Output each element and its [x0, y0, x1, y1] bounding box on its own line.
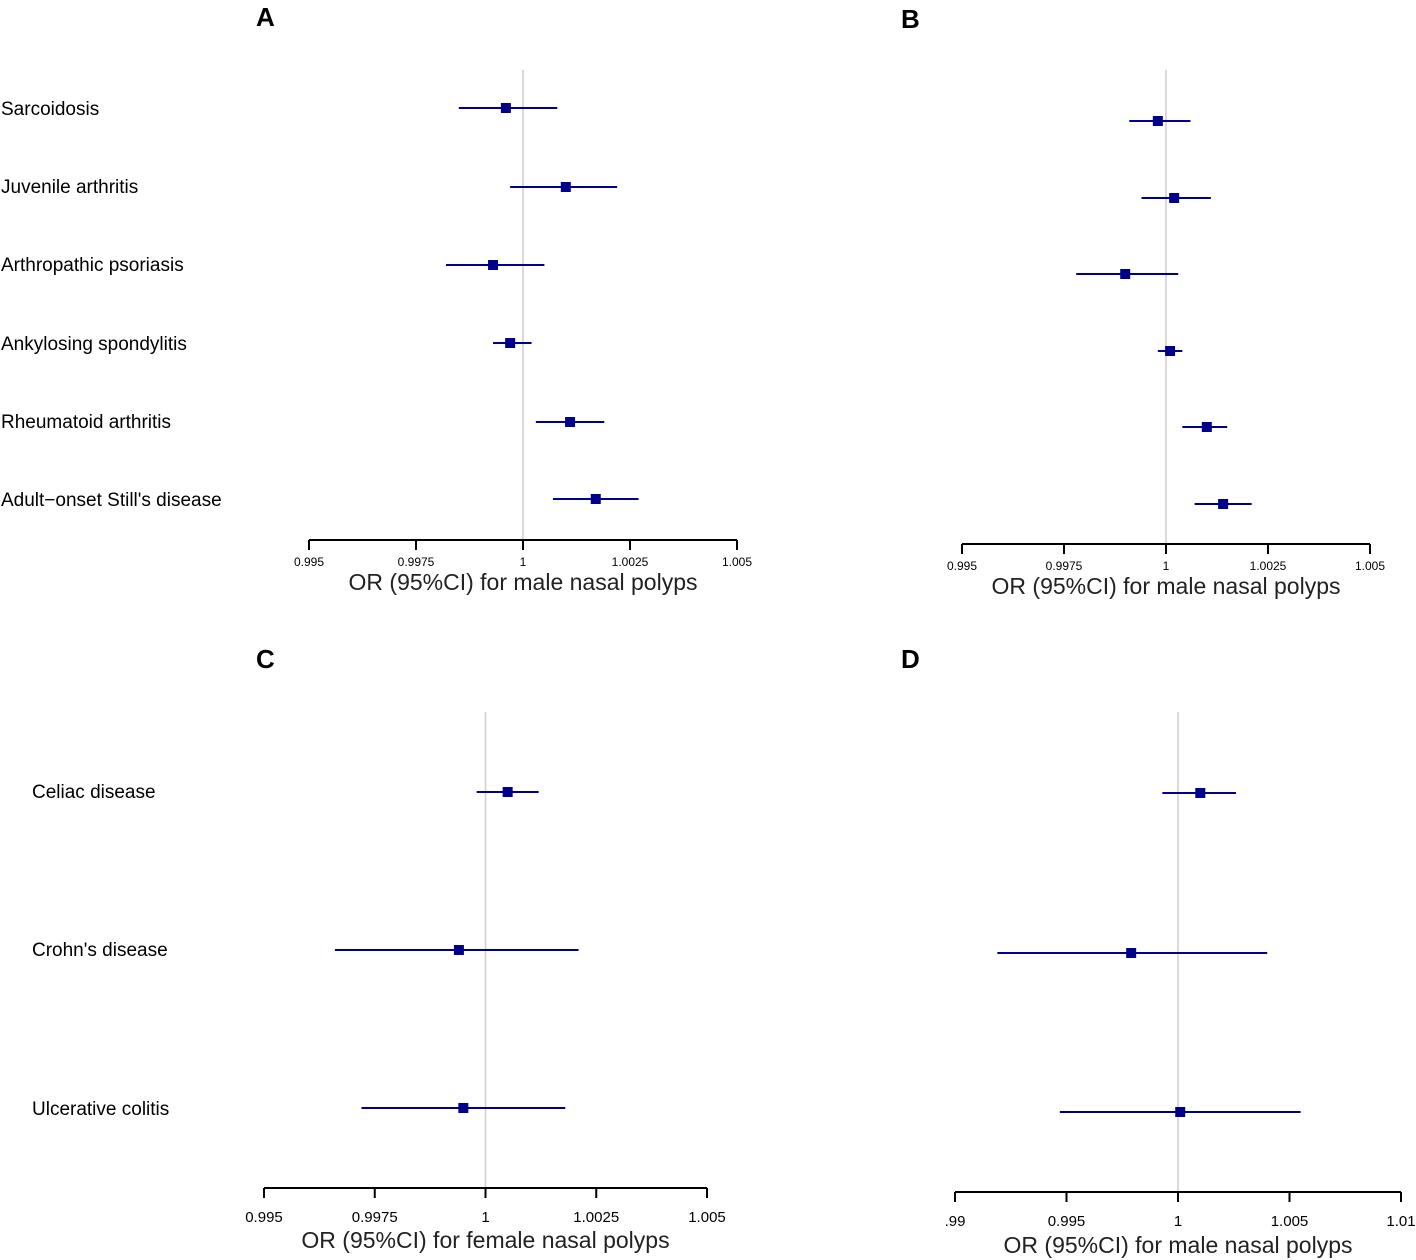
- panel-c-x-axis-title: OR (95%CI) for female nasal polyps: [301, 1227, 669, 1253]
- panel-b-tick-label-2: 1: [1163, 559, 1170, 573]
- panel-c-point-estimate-2: [458, 1103, 469, 1113]
- panel-b-tick-label-3: 1.0025: [1250, 559, 1287, 573]
- panel-c-tick-label-4: 1.005: [688, 1209, 726, 1226]
- row-label-arthropathic-psoriasis: Arthropathic psoriasis: [1, 255, 184, 276]
- panel-a-point-estimate-2: [488, 260, 499, 270]
- row-label-rheumatoid-arthritis: Rheumatoid arthritis: [1, 412, 172, 433]
- panel-a-tick-label-4: 1.005: [722, 555, 752, 569]
- panel-a-point-estimate-0: [500, 103, 511, 113]
- panel-b-tick-label-0: 0.995: [947, 559, 977, 573]
- panel-c-point-estimate-0: [502, 787, 513, 797]
- panel-d-tick-label-1: 0.995: [1048, 1213, 1086, 1230]
- panel-d-tick-label-3: 1.005: [1271, 1213, 1309, 1230]
- panel-a-tick-label-0: 0.995: [294, 555, 324, 569]
- panel-a-point-estimate-5: [590, 494, 601, 504]
- panel-a-point-estimate-4: [565, 417, 576, 427]
- panel-letter-d: D: [901, 644, 920, 674]
- row-label-adult-onset-stills-disease: Adult−onset Still's disease: [1, 490, 222, 511]
- panel-letter-a: A: [256, 2, 275, 32]
- panel-c-tick-label-3: 1.0025: [573, 1209, 619, 1226]
- panel-letter-c: C: [256, 644, 275, 674]
- panel-c-tick-label-2: 1: [481, 1209, 489, 1226]
- panel-a-point-estimate-3: [505, 338, 516, 348]
- panel-d-point-estimate-0: [1195, 788, 1206, 798]
- panel-b-point-estimate-4: [1201, 422, 1212, 432]
- panel-b-point-estimate-0: [1152, 116, 1163, 126]
- panel-a-x-axis-title: OR (95%CI) for male nasal polyps: [349, 569, 698, 595]
- panel-d-tick-label-0: .99: [945, 1213, 966, 1230]
- row-label-juvenile-arthritis: Juvenile arthritis: [1, 177, 139, 198]
- panel-a-tick-label-3: 1.0025: [612, 555, 649, 569]
- panel-b-tick-label-4: 1.005: [1355, 559, 1385, 573]
- row-label-ulcerative-colitis: Ulcerative colitis: [32, 1099, 170, 1120]
- panel-letter-b: B: [901, 4, 920, 34]
- panel-b-point-estimate-1: [1169, 193, 1180, 203]
- panel-b-tick-label-1: 0.9975: [1046, 559, 1083, 573]
- panel-c-tick-label-0: 0.995: [245, 1209, 283, 1226]
- panel-d-point-estimate-2: [1175, 1107, 1186, 1117]
- panel-d-tick-label-2: 1: [1174, 1213, 1182, 1230]
- panel-b-point-estimate-2: [1120, 269, 1131, 279]
- panel-b-point-estimate-5: [1218, 499, 1229, 509]
- panel-d-point-estimate-1: [1126, 948, 1137, 958]
- panel-b-x-axis-title: OR (95%CI) for male nasal polyps: [992, 573, 1341, 599]
- row-label-ankylosing-spondylitis: Ankylosing spondylitis: [1, 334, 187, 355]
- row-label-sarcoidosis: Sarcoidosis: [1, 99, 100, 120]
- panel-c-point-estimate-1: [453, 945, 464, 955]
- panel-d-x-axis-title: OR (95%CI) for male nasal polyps: [1004, 1232, 1353, 1258]
- panel-d-tick-label-4: 1.01: [1386, 1213, 1415, 1230]
- panel-a-tick-label-1: 0.9975: [398, 555, 435, 569]
- row-label-crohns-disease: Crohn's disease: [32, 940, 168, 961]
- panel-a-tick-label-2: 1: [520, 555, 527, 569]
- row-label-celiac-disease: Celiac disease: [32, 782, 156, 803]
- panel-a-point-estimate-1: [560, 182, 571, 192]
- panel-b-point-estimate-3: [1165, 346, 1176, 356]
- panel-c-tick-label-1: 0.9975: [352, 1209, 398, 1226]
